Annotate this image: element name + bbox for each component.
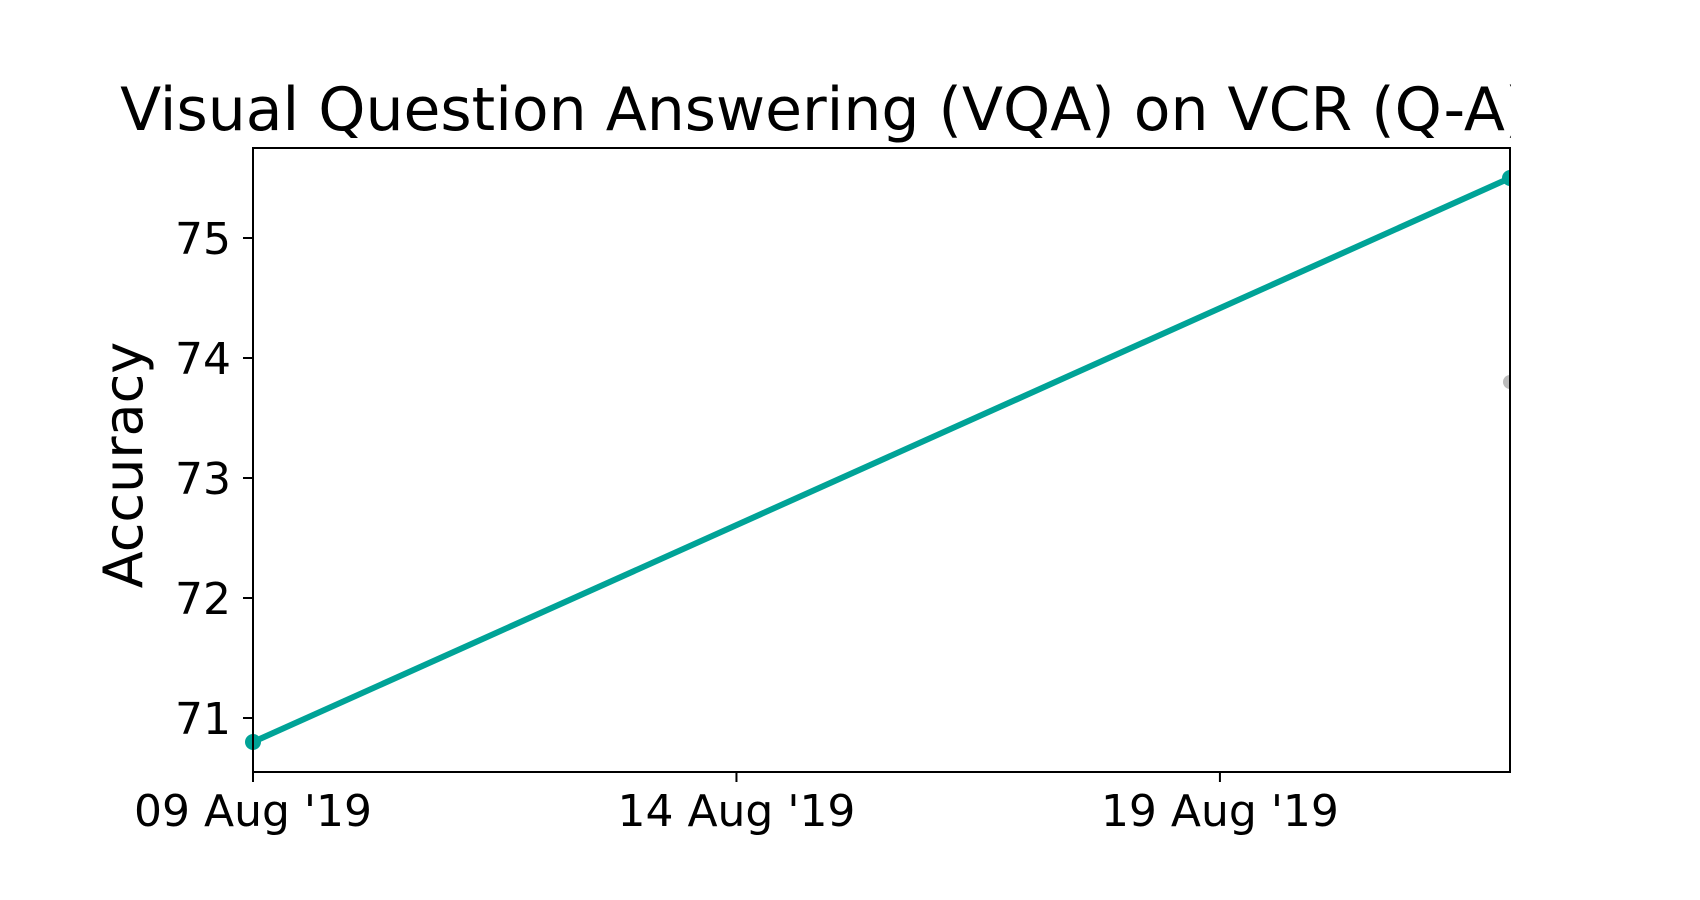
plot-margin-left xyxy=(0,0,252,900)
plot-frame xyxy=(252,147,1511,773)
y-axis-label: Accuracy xyxy=(92,342,155,589)
plot-margin-right xyxy=(1511,0,1700,900)
y-tick-label-3: 74 xyxy=(175,334,231,385)
x-tick-label-2: 19 Aug '19 xyxy=(1101,786,1339,837)
chart-title: Visual Question Answering (VQA) on VCR (… xyxy=(120,75,1658,145)
y-tick-label-2: 73 xyxy=(175,454,231,505)
y-tick-label-0: 71 xyxy=(175,694,231,745)
x-tick-label-1: 14 Aug '19 xyxy=(617,786,855,837)
y-tick-label-4: 75 xyxy=(175,214,231,265)
y-tick-label-1: 72 xyxy=(175,574,231,625)
series-line-0 xyxy=(251,175,1512,745)
x-tick-label-0: 09 Aug '19 xyxy=(134,786,372,837)
